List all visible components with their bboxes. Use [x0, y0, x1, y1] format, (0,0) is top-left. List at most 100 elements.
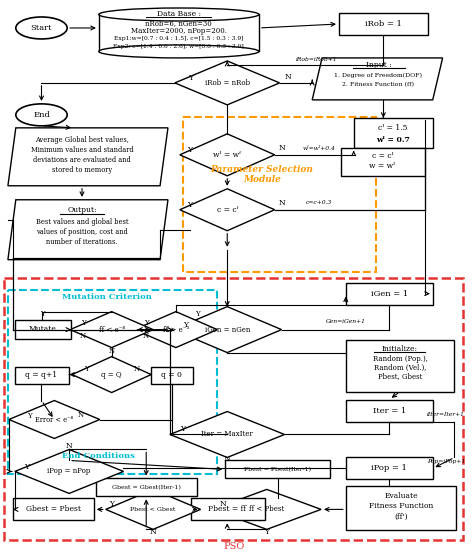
Text: Fitness Function: Fitness Function	[369, 502, 433, 511]
Ellipse shape	[99, 8, 259, 21]
Bar	[346, 486, 456, 530]
Text: 1. Degree of Freedom(DOF): 1. Degree of Freedom(DOF)	[334, 72, 422, 77]
Text: iPop = 1: iPop = 1	[371, 464, 407, 473]
Polygon shape	[8, 200, 168, 259]
Text: Iter = MaxIter: Iter = MaxIter	[201, 431, 253, 438]
Text: Data Base :: Data Base :	[157, 10, 201, 18]
Text: N: N	[224, 455, 231, 464]
Text: Gbest = Pbest: Gbest = Pbest	[26, 506, 81, 513]
Polygon shape	[170, 411, 284, 458]
Text: Mutate: Mutate	[28, 325, 56, 333]
Polygon shape	[175, 61, 280, 105]
Text: N: N	[278, 144, 285, 152]
Ellipse shape	[16, 17, 67, 39]
Text: iPop = nPop: iPop = nPop	[47, 468, 91, 475]
Text: N: N	[80, 332, 86, 339]
Bar	[354, 118, 433, 148]
Text: ff < Pbest: ff < Pbest	[249, 506, 284, 513]
Text: stored to memory: stored to memory	[52, 166, 112, 174]
Text: N: N	[220, 501, 227, 508]
Text: iGen = nGen: iGen = nGen	[205, 326, 250, 333]
Text: Exp2; c=[1.4 : 0.6 : 2.6], w=[0.6 : 0.3 : 3.0]: Exp2; c=[1.4 : 0.6 : 2.6], w=[0.6 : 0.3 …	[113, 45, 244, 50]
Text: N: N	[66, 443, 73, 450]
Text: Y: Y	[188, 74, 193, 82]
Text: Y: Y	[83, 364, 88, 373]
Text: N: N	[78, 411, 84, 418]
Text: Input :: Input :	[365, 61, 391, 69]
Polygon shape	[180, 134, 274, 176]
Text: Start: Start	[31, 24, 52, 32]
Bar	[225, 460, 330, 479]
Text: Y: Y	[24, 464, 29, 471]
Text: PSO: PSO	[224, 542, 245, 551]
Text: Iter = 1: Iter = 1	[373, 406, 406, 415]
Text: Gen=iGen+1: Gen=iGen+1	[326, 319, 366, 324]
Text: c = cᴵ: c = cᴵ	[372, 152, 393, 160]
Text: Random (Pop.),: Random (Pop.),	[373, 354, 428, 363]
Text: Initialize:: Initialize:	[382, 344, 418, 353]
Bar	[151, 367, 192, 384]
Polygon shape	[72, 357, 151, 392]
Text: iGen = 1: iGen = 1	[371, 290, 408, 298]
Text: Pbest = Pbest(Iter-1): Pbest = Pbest(Iter-1)	[244, 467, 311, 472]
Text: Pbest, Gbest: Pbest, Gbest	[378, 373, 422, 380]
Bar	[346, 283, 433, 305]
Text: Output:: Output:	[67, 206, 97, 214]
Text: iRob = 1: iRob = 1	[365, 20, 402, 28]
Text: Random (Vel.),: Random (Vel.),	[374, 364, 427, 371]
Text: Pbest < Gbest: Pbest < Gbest	[130, 507, 176, 512]
Text: wᴵ = wᶠ: wᴵ = wᶠ	[213, 151, 241, 159]
Text: wᴵ=wᴵ+0.4: wᴵ=wᴵ+0.4	[303, 146, 336, 151]
Text: N: N	[278, 199, 285, 207]
Text: q = 0: q = 0	[162, 371, 182, 379]
Text: N: N	[109, 347, 115, 354]
Text: MaxIter=2000, nPop=200.: MaxIter=2000, nPop=200.	[131, 27, 227, 35]
Text: N: N	[143, 332, 149, 339]
Polygon shape	[8, 128, 168, 186]
Polygon shape	[9, 401, 100, 438]
Text: deviations are evaluated and: deviations are evaluated and	[33, 156, 131, 164]
Text: Y: Y	[27, 411, 32, 420]
Text: Pop=iPop+1: Pop=iPop+1	[427, 459, 465, 464]
Text: N: N	[133, 364, 139, 373]
Bar	[191, 498, 265, 521]
Text: iRob=iRob+1: iRob=iRob+1	[295, 57, 337, 62]
Bar	[346, 400, 433, 422]
Text: Y: Y	[180, 426, 185, 433]
Text: N: N	[150, 528, 156, 537]
Text: q = Q: q = Q	[101, 370, 122, 379]
Text: Best values and global best: Best values and global best	[36, 217, 128, 226]
Text: Pbest = ff: Pbest = ff	[208, 506, 246, 513]
Bar	[96, 479, 197, 496]
Text: Minimum values and standard: Minimum values and standard	[31, 146, 133, 154]
FancyBboxPatch shape	[4, 278, 464, 540]
Bar	[15, 367, 69, 384]
Text: Error < e⁻⁸: Error < e⁻⁸	[35, 416, 73, 423]
Text: Gbest = Gbest(Iter-1): Gbest = Gbest(Iter-1)	[112, 485, 181, 490]
Text: Y: Y	[40, 310, 45, 317]
Polygon shape	[180, 189, 274, 231]
Text: q = q+1: q = q+1	[26, 371, 57, 379]
Text: End Conditions: End Conditions	[63, 453, 135, 460]
Text: cᴵ = 1.5: cᴵ = 1.5	[378, 124, 408, 132]
Text: ff < e⁻⁸: ff < e⁻⁸	[99, 326, 125, 333]
Polygon shape	[134, 312, 218, 348]
Text: nRob=6, nGen=30: nRob=6, nGen=30	[146, 19, 212, 27]
Text: Average Global best values,: Average Global best values,	[35, 136, 129, 144]
Polygon shape	[212, 490, 321, 529]
Text: w = wᴵ: w = wᴵ	[369, 162, 395, 170]
Text: iRob = nRob: iRob = nRob	[205, 79, 250, 87]
Bar	[15, 320, 71, 338]
FancyBboxPatch shape	[183, 117, 376, 272]
Text: ff > e⁻³: ff > e⁻³	[163, 326, 189, 333]
Text: Y: Y	[144, 319, 148, 327]
Text: Y: Y	[81, 319, 85, 327]
Text: Y: Y	[195, 310, 200, 317]
Polygon shape	[70, 312, 153, 348]
Bar	[339, 13, 428, 35]
Bar	[346, 458, 433, 480]
Text: Y: Y	[109, 501, 114, 508]
Polygon shape	[173, 307, 282, 353]
Bar	[341, 148, 425, 176]
Text: wᴵ = 0.7: wᴵ = 0.7	[376, 136, 410, 144]
